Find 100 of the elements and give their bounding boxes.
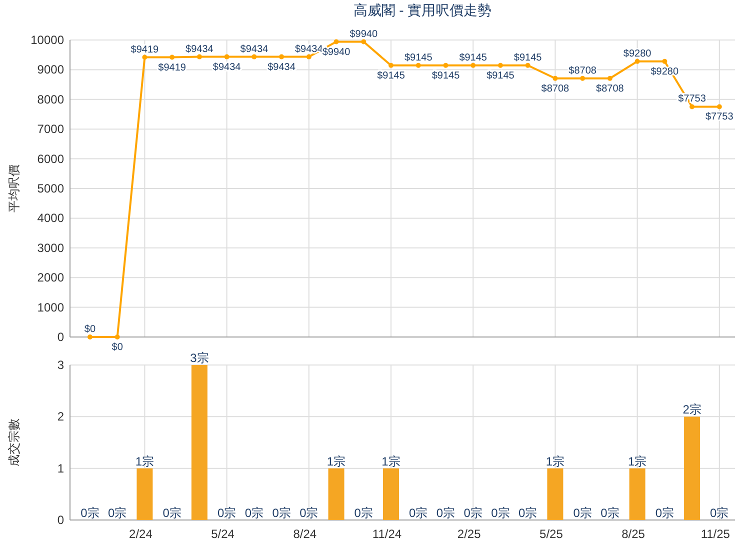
y-tick-label: 2000	[37, 270, 64, 285]
x-tick-label: 8/25	[622, 527, 646, 541]
point	[388, 62, 394, 68]
data-label: 1宗	[546, 454, 565, 468]
data-label: 0宗	[436, 506, 456, 520]
point	[634, 58, 640, 64]
point	[716, 104, 722, 110]
point	[443, 62, 448, 68]
data-label: 0宗	[518, 506, 538, 520]
x-tick-label: 5/25	[540, 527, 564, 541]
bar	[629, 468, 646, 520]
chart-title: 高威閣 - 實用呎價走勢	[353, 2, 492, 18]
data-label: $9434	[295, 44, 324, 55]
point	[334, 39, 339, 44]
data-label: 0宗	[491, 506, 510, 520]
point	[470, 62, 476, 68]
y-tick-label: 3	[57, 358, 64, 372]
point	[170, 54, 175, 60]
data-label: $9434	[268, 62, 296, 73]
point	[525, 62, 530, 68]
point	[279, 54, 284, 60]
data-label: $9145	[404, 52, 433, 64]
y-tick-label: 9000	[37, 62, 64, 77]
point	[607, 76, 612, 81]
data-label: $9419	[130, 44, 160, 56]
x-tick-label: 11/25	[700, 527, 730, 541]
bar	[383, 468, 400, 520]
data-label: 1宗	[135, 454, 154, 468]
point	[142, 54, 148, 60]
y-tick-label: 3000	[37, 240, 64, 255]
x-tick-label: 2/24	[129, 527, 153, 541]
data-label: 0宗	[272, 506, 291, 520]
data-label: 0宗	[600, 506, 620, 520]
data-label: 1宗	[326, 454, 346, 468]
data-label: $9145	[377, 70, 406, 82]
point	[196, 54, 202, 60]
x-tick-label: 2/25	[457, 527, 482, 541]
data-label: $9940	[350, 28, 378, 40]
bar	[191, 365, 208, 520]
point	[416, 62, 421, 68]
data-label: 1宗	[382, 454, 400, 468]
y-tick-label: 0	[57, 513, 64, 527]
bar	[136, 468, 153, 520]
bar	[328, 468, 344, 520]
data-label: $9145	[459, 52, 488, 64]
point	[498, 62, 503, 68]
data-label: $8708	[541, 83, 570, 94]
y-axis-title: 成交宗數	[7, 418, 21, 466]
y-tick-label: 0	[57, 330, 64, 344]
data-label: $7753	[705, 112, 734, 123]
data-label: $9434	[186, 44, 214, 55]
data-label: $9419	[158, 62, 186, 74]
data-label: $9434	[240, 44, 269, 55]
data-label: $9145	[432, 70, 460, 82]
y-tick-label: 5000	[37, 182, 64, 196]
point	[224, 54, 230, 60]
y-tick-label: 1000	[37, 300, 64, 314]
data-label: 0宗	[108, 506, 127, 520]
data-label: 0宗	[217, 506, 236, 520]
data-label: $9434	[212, 62, 242, 73]
data-label: $9280	[623, 48, 652, 60]
data-label: 0宗	[354, 506, 373, 520]
y-axis-title: 平均呎價	[7, 164, 21, 212]
point	[114, 334, 120, 340]
point	[252, 54, 257, 60]
y-tick-label: 7000	[37, 122, 64, 136]
data-label: 0宗	[162, 506, 182, 520]
y-tick-label: 2	[57, 410, 64, 424]
x-tick-label: 8/24	[293, 527, 317, 541]
data-label: 0宗	[710, 506, 729, 520]
y-tick-label: 6000	[37, 152, 64, 166]
data-label: $0	[112, 342, 124, 353]
data-label: $0	[84, 324, 96, 335]
point	[306, 54, 312, 60]
data-label: 0宗	[409, 506, 428, 520]
data-label: $8708	[568, 65, 597, 76]
data-label: 0宗	[655, 506, 674, 520]
data-label: 1宗	[628, 454, 647, 468]
point	[361, 39, 366, 44]
y-tick-label: 1	[57, 461, 64, 476]
data-label: 0宗	[80, 506, 100, 520]
data-label: $9940	[322, 46, 351, 58]
data-label: $9145	[486, 70, 515, 82]
y-tick-label: 8000	[37, 92, 64, 106]
point	[552, 76, 558, 81]
data-label: 2宗	[682, 402, 702, 417]
point	[87, 334, 92, 340]
data-label: $9145	[514, 52, 542, 64]
data-label: 0宗	[300, 506, 318, 520]
data-label: 0宗	[244, 506, 264, 520]
y-tick-label: 10000	[30, 33, 64, 47]
bar	[547, 468, 564, 520]
data-label: $8708	[596, 83, 624, 94]
y-tick-label: 4000	[37, 211, 64, 226]
point	[580, 76, 586, 81]
data-label: 0宗	[464, 506, 482, 520]
point	[662, 58, 668, 64]
data-label: 3宗	[190, 351, 209, 365]
bar	[684, 416, 700, 520]
point	[690, 104, 695, 110]
